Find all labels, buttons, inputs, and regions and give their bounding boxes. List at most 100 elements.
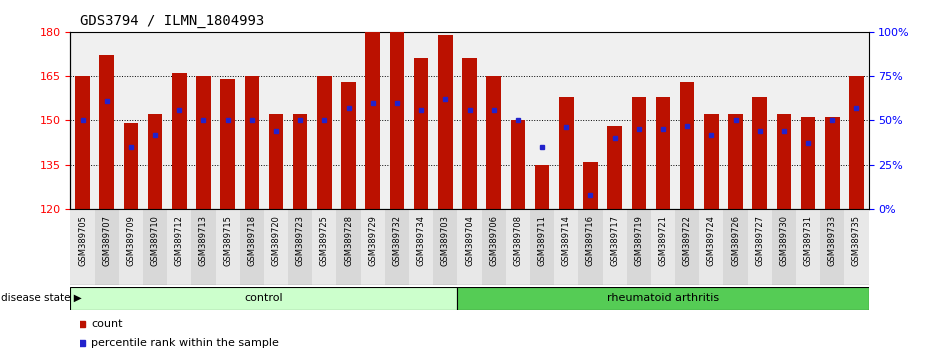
Text: GSM389706: GSM389706: [489, 215, 499, 266]
Text: GDS3794 / ILMN_1804993: GDS3794 / ILMN_1804993: [80, 14, 264, 28]
Bar: [603, 209, 626, 285]
Bar: [457, 287, 869, 310]
Bar: [462, 58, 477, 209]
Bar: [626, 209, 651, 285]
Text: GSM389708: GSM389708: [514, 215, 522, 266]
Bar: [651, 209, 675, 285]
Bar: [511, 120, 525, 209]
Bar: [680, 82, 695, 209]
Bar: [439, 35, 453, 209]
Bar: [75, 76, 90, 209]
Bar: [172, 73, 187, 209]
Bar: [777, 114, 792, 209]
Bar: [796, 209, 820, 285]
Text: GSM389719: GSM389719: [635, 215, 643, 266]
Text: GSM389704: GSM389704: [465, 215, 474, 266]
Bar: [288, 209, 313, 285]
Text: GSM389707: GSM389707: [102, 215, 111, 266]
Bar: [100, 56, 114, 209]
Text: GSM389730: GSM389730: [779, 215, 789, 266]
Bar: [583, 162, 598, 209]
Text: GSM389734: GSM389734: [417, 215, 425, 266]
Bar: [752, 97, 767, 209]
Text: GSM389711: GSM389711: [537, 215, 546, 266]
Bar: [825, 118, 839, 209]
Bar: [196, 76, 210, 209]
Text: GSM389735: GSM389735: [852, 215, 861, 266]
Bar: [554, 209, 578, 285]
Bar: [675, 209, 700, 285]
Text: GSM389710: GSM389710: [150, 215, 160, 266]
Bar: [535, 165, 549, 209]
Text: GSM389729: GSM389729: [368, 215, 377, 266]
Text: percentile rank within the sample: percentile rank within the sample: [91, 338, 279, 348]
Bar: [317, 76, 331, 209]
Text: GSM389732: GSM389732: [393, 215, 402, 266]
Bar: [700, 209, 723, 285]
Bar: [264, 209, 288, 285]
Bar: [269, 114, 284, 209]
Bar: [801, 118, 815, 209]
Bar: [632, 97, 646, 209]
Bar: [486, 76, 500, 209]
Text: GSM389721: GSM389721: [658, 215, 668, 266]
Text: GSM389712: GSM389712: [175, 215, 184, 266]
Bar: [385, 209, 409, 285]
Text: GSM389727: GSM389727: [755, 215, 764, 266]
Bar: [313, 209, 336, 285]
Text: GSM389733: GSM389733: [828, 215, 837, 266]
Text: GSM389722: GSM389722: [683, 215, 692, 266]
Bar: [70, 287, 457, 310]
Bar: [578, 209, 603, 285]
Bar: [361, 209, 385, 285]
Text: GSM389724: GSM389724: [707, 215, 716, 266]
Text: GSM389718: GSM389718: [247, 215, 256, 266]
Text: GSM389715: GSM389715: [223, 215, 232, 266]
Text: GSM389703: GSM389703: [440, 215, 450, 266]
Bar: [143, 209, 167, 285]
Bar: [95, 209, 119, 285]
Bar: [293, 114, 307, 209]
Text: control: control: [244, 293, 284, 303]
Bar: [390, 23, 404, 209]
Bar: [482, 209, 506, 285]
Bar: [147, 114, 162, 209]
Bar: [239, 209, 264, 285]
Text: GSM389731: GSM389731: [804, 215, 812, 266]
Bar: [192, 209, 216, 285]
Text: GSM389717: GSM389717: [610, 215, 619, 266]
Bar: [608, 126, 622, 209]
Bar: [433, 209, 457, 285]
Bar: [844, 209, 869, 285]
Bar: [124, 123, 138, 209]
Bar: [216, 209, 239, 285]
Bar: [704, 114, 718, 209]
Bar: [559, 97, 574, 209]
Bar: [849, 76, 864, 209]
Bar: [365, 23, 380, 209]
Text: disease state ▶: disease state ▶: [1, 293, 82, 303]
Text: GSM389720: GSM389720: [271, 215, 281, 266]
Bar: [457, 209, 482, 285]
Bar: [70, 209, 95, 285]
Text: GSM389714: GSM389714: [562, 215, 571, 266]
Text: GSM389728: GSM389728: [344, 215, 353, 266]
Text: GSM389713: GSM389713: [199, 215, 208, 266]
Text: GSM389723: GSM389723: [296, 215, 304, 266]
Bar: [820, 209, 844, 285]
Bar: [244, 76, 259, 209]
Text: GSM389709: GSM389709: [127, 215, 135, 266]
Bar: [747, 209, 772, 285]
Bar: [772, 209, 796, 285]
Text: rheumatoid arthritis: rheumatoid arthritis: [607, 293, 719, 303]
Bar: [506, 209, 530, 285]
Bar: [655, 97, 670, 209]
Bar: [409, 209, 433, 285]
Bar: [167, 209, 192, 285]
Text: GSM389705: GSM389705: [78, 215, 87, 266]
Bar: [119, 209, 143, 285]
Bar: [221, 79, 235, 209]
Bar: [341, 82, 356, 209]
Bar: [530, 209, 554, 285]
Text: GSM389726: GSM389726: [731, 215, 740, 266]
